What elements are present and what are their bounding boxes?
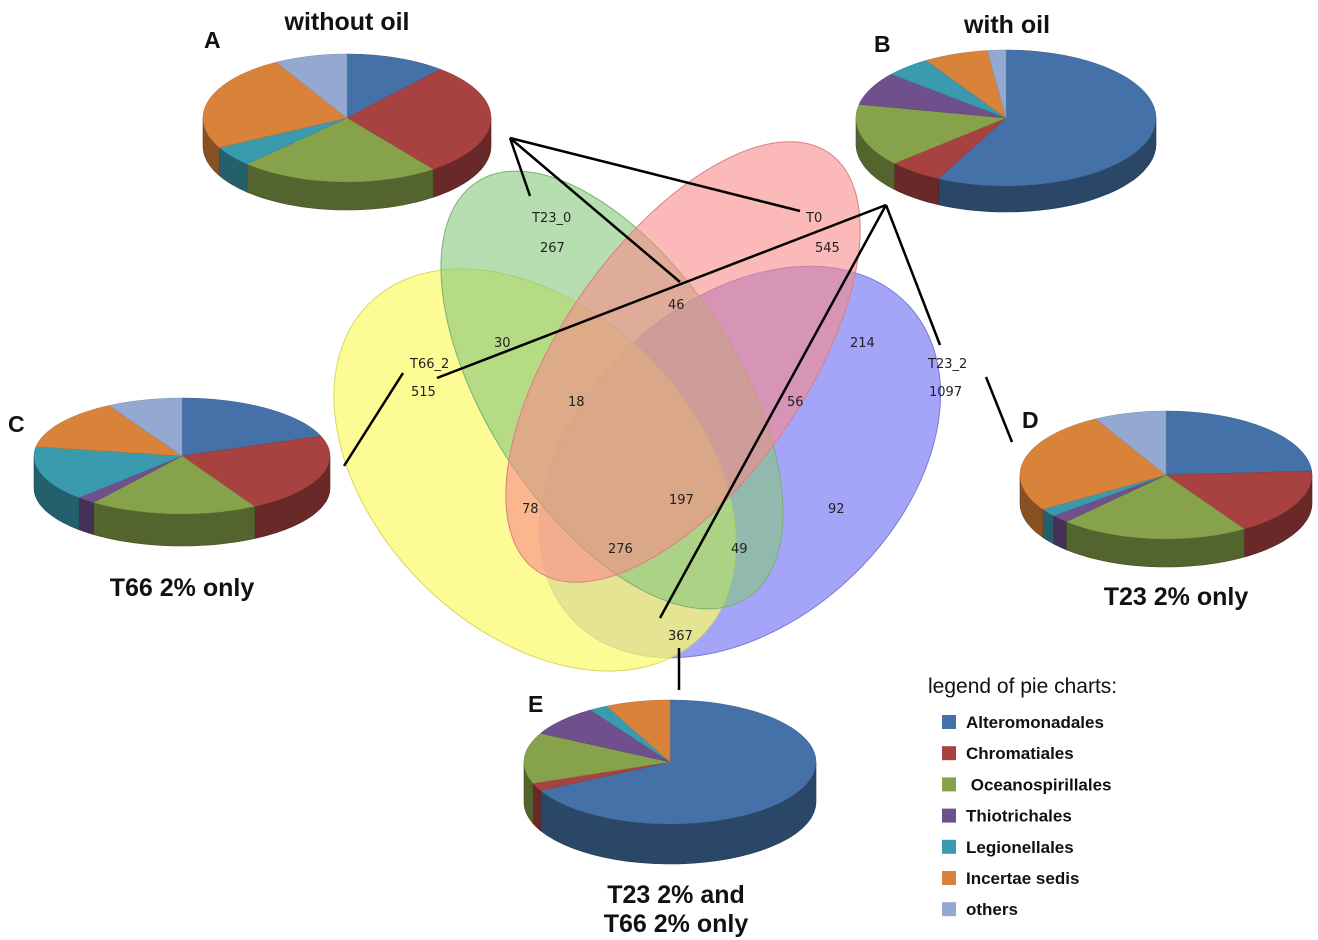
pie-slice-others (275, 53, 348, 119)
pie-slice-incertae-sedis (925, 50, 1007, 119)
pie-slice-alteromonadales (181, 397, 322, 457)
venn-label-t66-2: T66_2 (409, 357, 449, 372)
legend-title: legend of pie charts: (928, 675, 1117, 698)
pie-slice-incertae-sedis (202, 61, 348, 148)
pie-chart-e (523, 699, 817, 865)
pie-slice-chromatiales (346, 69, 492, 170)
connector-line (509, 136, 801, 213)
pie-slice-legionellales (890, 60, 1007, 119)
venn-count: 18 (568, 395, 585, 410)
pie-slice-oceanospirillales (1065, 474, 1245, 540)
venn-count: 49 (731, 542, 748, 557)
venn-count: 545 (815, 241, 840, 256)
venn-set-t0 (505, 141, 861, 583)
venn-label-t23-0: T23_0 (531, 211, 571, 226)
pie-title-e-line1: T23 2% and (607, 881, 745, 909)
pie-letter-c: C (8, 411, 25, 437)
pie-slice-oceanospirillales (523, 733, 671, 784)
venn-count: 276 (608, 542, 633, 557)
pie-side (532, 782, 541, 832)
pie-slice-chromatiales (1165, 470, 1313, 530)
pie-slice-incertae-sedis (606, 699, 671, 763)
pie-slice-oceanospirillales (855, 104, 1007, 164)
pie-slice-chromatiales (893, 117, 1007, 179)
pie-title-a: without oil (284, 8, 410, 36)
venn-count: 56 (787, 395, 804, 410)
pie-slice-others (987, 49, 1007, 119)
pie-title-d: T23 2% only (1104, 583, 1249, 611)
venn-count: 367 (668, 629, 693, 644)
legend-swatch (942, 808, 956, 823)
venn-label-t0: T0 (805, 211, 822, 226)
connector-line (509, 137, 681, 283)
venn-count: 515 (411, 385, 436, 400)
pie-slice-incertae-sedis (1019, 418, 1167, 510)
venn-count: 267 (540, 241, 565, 256)
pie-letter-e: E (528, 691, 543, 717)
legend-item-label: Oceanospirillales (966, 775, 1112, 794)
venn-count: 46 (668, 298, 685, 313)
legend-swatch (942, 715, 956, 729)
connector-line (436, 203, 887, 380)
pie-side (78, 497, 94, 535)
legend-item-label: Incertae sedis (966, 869, 1079, 888)
connector-lines (342, 136, 1014, 690)
venn-count: 214 (850, 336, 875, 351)
connector-line (984, 376, 1014, 443)
pie-slice-oceanospirillales (246, 117, 434, 183)
legend-items: Alteromonadales Chromatiales Oceanospiril… (942, 713, 1112, 919)
pie-slice-others (108, 397, 183, 457)
pie-slice-oceanospirillales (92, 455, 256, 515)
legend: legend of pie charts: Alteromonadales Chr… (928, 675, 1117, 919)
pie-slice-thiotrichales (540, 709, 671, 763)
pie-slice-alteromonadales (346, 53, 441, 119)
pie-slice-legionellales (218, 117, 348, 165)
pie-slice-alteromonadales (1165, 410, 1313, 476)
pie-slice-incertae-sedis (35, 405, 183, 457)
connector-line (342, 372, 405, 467)
pie-slice-others (1095, 410, 1167, 476)
venn-count: 30 (494, 336, 511, 351)
connector-line (508, 137, 532, 197)
pie-slice-alteromonadales (540, 699, 817, 825)
connector-line (658, 204, 888, 619)
pie-slice-thiotrichales (858, 73, 1007, 119)
pie-title-e-line2: T66 2% only (604, 910, 749, 938)
legend-swatch (942, 871, 956, 885)
connector-line (884, 204, 942, 346)
venn-count: 197 (669, 493, 694, 508)
legend-swatch (942, 777, 956, 792)
legend-swatch (942, 902, 956, 917)
pie-slice-legionellales (33, 446, 183, 498)
pie-chart-c (33, 397, 331, 547)
pie-letter-a: A (204, 27, 221, 53)
pie-title-b: with oil (963, 11, 1050, 39)
pie-chart-d (1019, 410, 1313, 568)
pie-letter-d: D (1022, 407, 1039, 433)
pie-title-c: T66 2% only (110, 574, 255, 602)
legend-item-label: Chromatiales (966, 744, 1074, 763)
pie-letter-b: B (874, 31, 891, 57)
venn-label-t23-2: T23_2 (927, 357, 967, 372)
venn-count: 92 (828, 502, 845, 517)
pie-slice-chromatiales (181, 435, 331, 507)
pie-chart-a (202, 53, 492, 211)
legend-swatch (942, 746, 956, 761)
pie-slice-alteromonadales (937, 49, 1157, 187)
legend-item-label: Legionellales (966, 838, 1074, 857)
venn-count: 1097 (929, 385, 962, 400)
venn-diagram (333, 141, 942, 672)
legend-item-label: Alteromonadales (966, 713, 1104, 732)
pie-chart-b (855, 49, 1157, 213)
venn-labels: T23_0 T0 T66_2 T23_2 267 545 46 30 214 5… (409, 211, 967, 644)
legend-item-label: others (966, 900, 1018, 919)
legend-item-label: Thiotrichales (966, 807, 1072, 826)
venn-count: 78 (522, 502, 539, 517)
legend-swatch (942, 839, 956, 854)
